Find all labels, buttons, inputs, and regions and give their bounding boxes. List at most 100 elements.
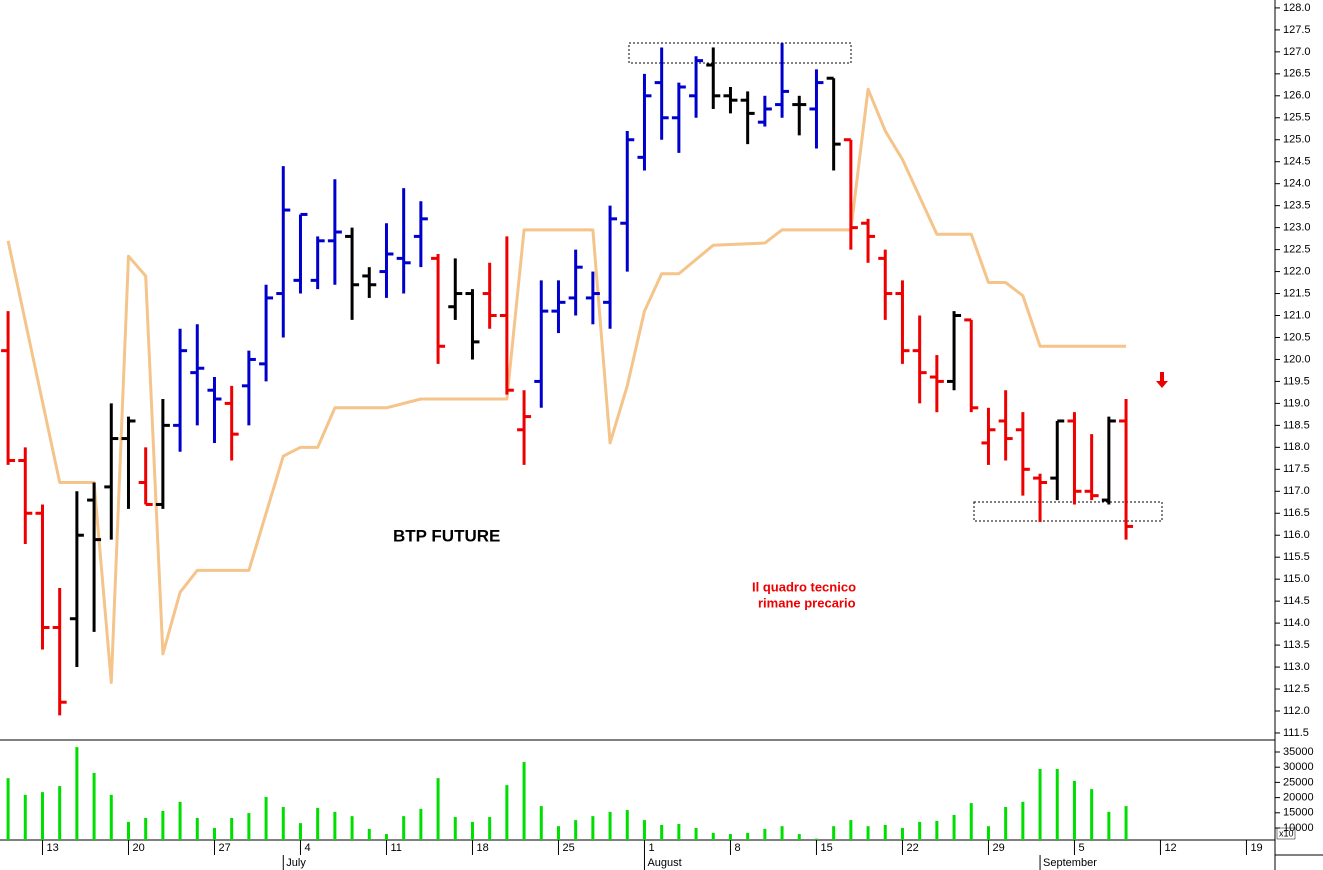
y-tick-label: 25000 [1283, 776, 1314, 788]
y-tick-label: 111.5 [1283, 727, 1309, 739]
x-tick-label: 22 [906, 842, 918, 854]
y-tick-label: 123.0 [1283, 222, 1311, 234]
x-tick-label: 29 [992, 842, 1004, 854]
volume-bar [58, 786, 62, 840]
volume-bar [711, 832, 715, 840]
volume-bar [384, 834, 388, 840]
volume-bar [660, 824, 664, 840]
x-tick-label: 1 [648, 842, 654, 854]
volume-bar [591, 816, 595, 840]
x-tick-label: 19 [1250, 842, 1262, 854]
y-tick-label: 112.5 [1283, 683, 1310, 695]
volume-bar [281, 807, 285, 840]
x-tick-label: 27 [218, 842, 230, 854]
volume-bar [642, 820, 646, 840]
y-tick-label: 119.0 [1283, 397, 1310, 409]
volume-bar [316, 807, 320, 840]
volume-bar [935, 821, 939, 840]
volume-bar [625, 810, 629, 840]
volume-bar [488, 817, 492, 840]
volume-bar [212, 827, 216, 840]
volume-bar [92, 772, 96, 840]
volume-bar [419, 808, 423, 840]
volume-bar [367, 828, 371, 840]
volume-bar [883, 824, 887, 840]
x-tick-label: 12 [1164, 842, 1176, 854]
volume-bar [522, 762, 526, 840]
x-tick-label: 18 [476, 842, 488, 854]
annotation: rimane precario [758, 595, 856, 610]
volume-bar [1004, 807, 1008, 840]
moving-line [6, 87, 1127, 684]
volume-bar [832, 826, 836, 840]
month-label: August [647, 857, 681, 869]
y-tick-label: 114.0 [1283, 617, 1310, 629]
volume-bar [969, 803, 973, 840]
y-tick-label: 117.0 [1283, 485, 1310, 497]
x-tick-label: 8 [734, 842, 740, 854]
x-tick-label: 13 [46, 842, 58, 854]
volume-bar [298, 823, 302, 840]
volume-bar [161, 810, 165, 840]
volume-bar [1055, 769, 1059, 840]
x-tick-label: 11 [390, 842, 401, 854]
y-tick-label: 117.5 [1283, 463, 1310, 475]
annotation: Il quadro tecnico [752, 579, 856, 594]
volume-bar [746, 832, 750, 840]
highlight-box [973, 501, 1163, 522]
volume-bar [539, 806, 543, 840]
volume-bar [23, 794, 27, 840]
volume-bar [126, 821, 130, 840]
y-tick-label: 125.0 [1283, 134, 1311, 146]
y-tick-label: 112.0 [1283, 705, 1310, 717]
volume-bar [952, 814, 956, 840]
volume-bar [6, 778, 10, 840]
volume-bar [814, 838, 818, 840]
highlight-box [628, 42, 852, 64]
volume-bar [797, 834, 801, 840]
y-tick-label: 124.0 [1283, 178, 1311, 190]
volume-bar [986, 826, 990, 840]
volume-bar [608, 811, 612, 840]
volume-bar [574, 820, 578, 840]
volume-bar [144, 817, 148, 840]
volume-bar [1021, 801, 1025, 840]
volume-bar [677, 824, 681, 840]
y-tick-label: 124.5 [1283, 156, 1311, 168]
volume-bar [780, 826, 784, 840]
y-tick-label: 123.5 [1283, 200, 1311, 212]
volume-bar [436, 778, 440, 840]
volume-bar [866, 826, 870, 840]
volume-bar [453, 817, 457, 840]
volume-bar [505, 785, 509, 840]
volume-bar [763, 828, 767, 840]
y-tick-label: 127.0 [1283, 46, 1311, 58]
volume-bar [264, 796, 268, 840]
y-tick-label: 119.5 [1283, 375, 1310, 387]
y-tick-label: 20000 [1283, 792, 1314, 804]
y-tick-label: 114.5 [1283, 595, 1310, 607]
chart-title: BTP FUTURE [393, 526, 500, 545]
volume-bar [333, 811, 337, 840]
y-tick-label: 122.0 [1283, 265, 1311, 277]
y-tick-label: 116.0 [1283, 529, 1310, 541]
x-tick-label: 25 [562, 842, 574, 854]
unit-box [1276, 827, 1296, 840]
volume-bar [849, 820, 853, 840]
y-tick-label: 126.0 [1283, 90, 1311, 102]
volume-bar [195, 817, 199, 840]
y-tick-label: 118.0 [1283, 441, 1310, 453]
unit-label: x10 [1279, 828, 1294, 838]
volume-bar [178, 801, 182, 840]
y-tick-label: 115.5 [1283, 551, 1310, 563]
y-tick-label: 126.5 [1283, 68, 1311, 80]
volume-bar [1072, 780, 1076, 840]
x-tick-label: 4 [304, 842, 310, 854]
volume-bar [109, 794, 113, 840]
y-tick-label: 121.0 [1283, 309, 1311, 321]
volume-bar [402, 816, 406, 840]
y-tick-label: 115.0 [1283, 573, 1310, 585]
volume-bar [728, 834, 732, 840]
